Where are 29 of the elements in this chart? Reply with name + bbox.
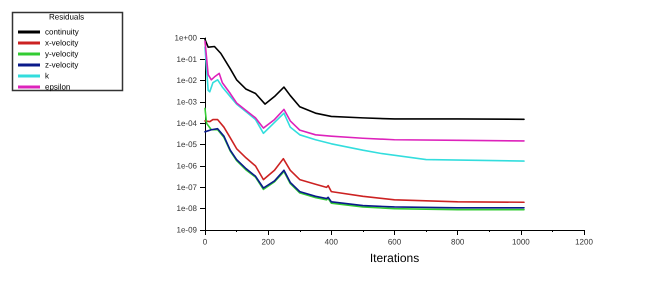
x-tick-label: 1000 [512,238,530,246]
legend-label: continuity [45,28,79,36]
x-tick-label: 0 [202,238,208,246]
x-axis-title: Iterations [370,251,420,265]
y-tick-label: 1e-06 [176,162,198,170]
x-tick-label: 600 [388,238,402,246]
y-tick-label: 1e-07 [176,182,198,192]
x-tick-label: 200 [261,238,276,246]
legend-title: Residuals [49,12,84,22]
y-tick-label: 1e-08 [176,204,198,214]
legend-label: z-velocity [45,60,78,70]
y-tick-label: 1e-03 [176,98,198,106]
y-tick-label: 1e-02 [176,76,198,86]
line-series [204,46,525,162]
x-tick-label: 1200 [575,238,594,246]
y-tick-label: 1e-09 [176,226,198,234]
x-tick-label: 400 [324,238,339,246]
line-series [204,128,525,209]
legend-label: k [45,72,50,80]
line-series [204,118,525,204]
line-series [204,108,525,210]
y-tick-label: 1e+00 [174,34,198,42]
legend-label: epsilon [45,82,70,92]
legend-label: y-velocity [45,50,78,58]
y-tick-label: 1e-04 [176,118,198,128]
legend-label: x-velocity [45,38,78,48]
y-tick-label: 1e-05 [176,140,198,150]
x-tick-label: 800 [450,238,465,246]
y-tick-label: 1e-01 [176,54,198,64]
